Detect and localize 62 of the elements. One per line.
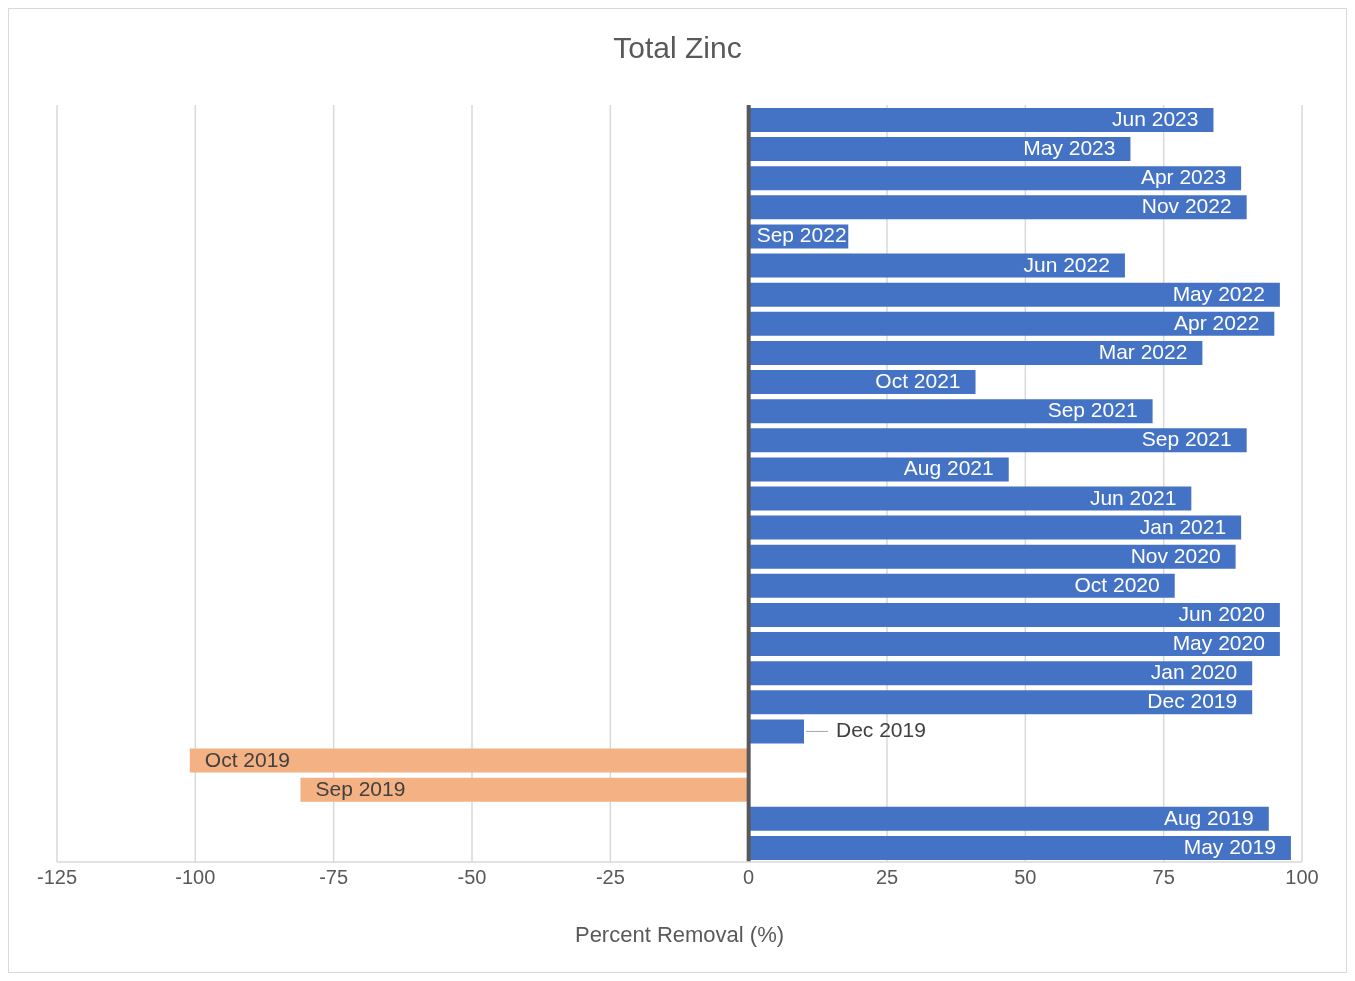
- bar: [748, 690, 1253, 715]
- x-tick-label: -100: [175, 866, 216, 889]
- y-tick-label: Dec 2019: [1147, 689, 1238, 713]
- bar: [748, 428, 1247, 453]
- bar: [748, 253, 1125, 278]
- bar: [748, 137, 1131, 162]
- y-tick-label: Nov 2022: [1141, 194, 1232, 218]
- y-tick-label: Mar 2022: [1098, 339, 1188, 363]
- y-tick-label: May 2020: [1172, 631, 1265, 655]
- y-tick-label: Oct 2019: [204, 747, 291, 771]
- x-tick-label: 25: [875, 866, 899, 889]
- bar: [748, 311, 1275, 336]
- x-tick-label: -125: [36, 866, 78, 889]
- bar: [748, 835, 1291, 860]
- bar: [748, 632, 1280, 657]
- bar: [748, 544, 1236, 569]
- bar: [748, 515, 1242, 540]
- y-tick-label: May 2023: [1023, 136, 1116, 160]
- bar: [748, 719, 804, 744]
- bar: [748, 573, 1175, 598]
- x-tick-label: -75: [319, 866, 349, 889]
- bar: [300, 777, 749, 802]
- x-axis-title: Percent Removal (%): [574, 922, 785, 947]
- y-tick-label: Oct 2021: [875, 369, 961, 393]
- bar: [748, 282, 1280, 307]
- bar: [189, 748, 749, 773]
- y-tick-label: Jun 2020: [1178, 601, 1265, 625]
- bar: [748, 486, 1192, 511]
- x-tick-label: -50: [457, 866, 487, 889]
- y-tick-label: Apr 2023: [1140, 165, 1227, 189]
- bar: [748, 340, 1203, 365]
- y-tick-label: Sep 2019: [315, 776, 406, 800]
- y-tick-label: Aug 2021: [903, 456, 994, 480]
- bar: [748, 661, 1253, 686]
- bar: [748, 108, 1214, 132]
- y-tick-label: Sep 2021: [1141, 427, 1232, 451]
- y-tick-label: Oct 2020: [1074, 572, 1160, 596]
- y-tick-label: Jan 2020: [1150, 660, 1238, 684]
- bar: [748, 399, 1153, 424]
- y-tick-label: May 2019: [1183, 834, 1276, 858]
- chart-title: Total Zinc: [612, 31, 743, 65]
- x-tick-label: 50: [1014, 866, 1037, 889]
- y-tick-label: Apr 2022: [1174, 310, 1260, 334]
- x-tick-label: -25: [595, 866, 625, 889]
- y-tick-label: Dec 2019: [836, 718, 926, 742]
- bar: [748, 457, 1009, 482]
- bar: [748, 195, 1247, 220]
- y-tick-label: Jun 2022: [1023, 252, 1110, 276]
- y-tick-label: Jun 2023: [1112, 107, 1199, 130]
- y-tick-label: Jan 2021: [1139, 514, 1227, 538]
- y-tick-label: Jun 2021: [1089, 485, 1177, 509]
- x-tick-label: 75: [1152, 866, 1175, 889]
- y-tick-label: Aug 2019: [1163, 805, 1254, 829]
- y-tick-label: May 2022: [1172, 281, 1265, 305]
- bar: [748, 806, 1269, 831]
- y-tick-label: Nov 2020: [1130, 543, 1221, 567]
- x-tick-label: 0: [743, 866, 755, 889]
- bar: [748, 166, 1242, 191]
- y-tick-label: Sep 2021: [1047, 398, 1138, 422]
- x-tick-label: 100: [1285, 866, 1319, 889]
- y-tick-label: Sep 2022: [756, 223, 847, 247]
- bar: [748, 602, 1280, 627]
